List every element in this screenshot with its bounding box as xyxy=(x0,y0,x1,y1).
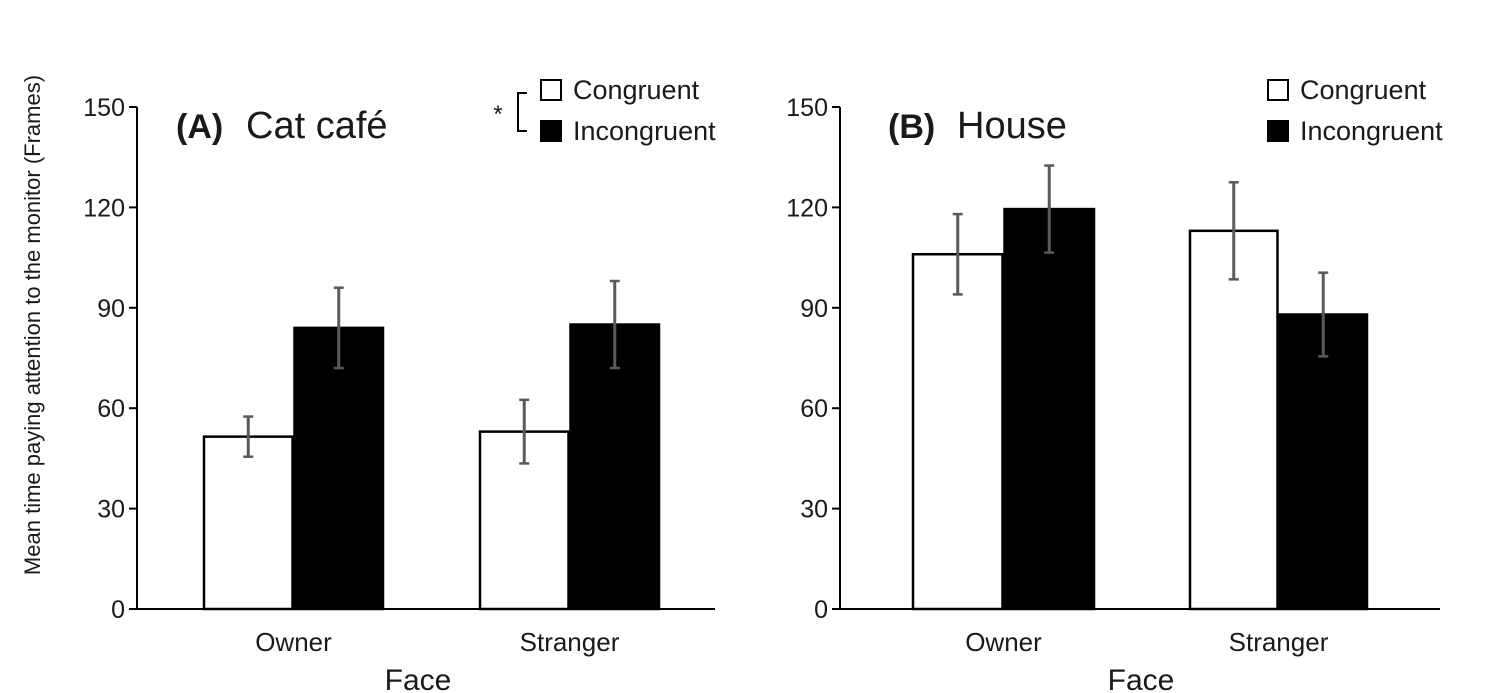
y-tick-label: 60 xyxy=(800,395,828,423)
panel-b-x-axis-label: Face xyxy=(1108,664,1175,693)
bar-congruent-stranger xyxy=(1188,229,1279,611)
panel-b: (B) House Face Congruent Incongruent 0 30… xyxy=(786,75,1443,693)
panel-a-letter: (A) xyxy=(176,108,223,146)
legend-label-incongruent: Incongruent xyxy=(573,116,716,146)
significance-bracket xyxy=(517,92,527,132)
legend-swatch-congruent xyxy=(540,79,562,101)
x-category-label-stranger: Stranger xyxy=(1229,627,1329,657)
significance-star: * xyxy=(493,101,502,128)
legend-swatch-congruent xyxy=(1267,79,1289,101)
panel-a: (A) Cat café Face * Congruent Incongruen… xyxy=(83,75,716,693)
y-tick-label: 60 xyxy=(97,395,125,423)
legend-label-congruent: Congruent xyxy=(1300,75,1427,105)
y-tick-label: 0 xyxy=(814,596,828,624)
y-axis-label: Mean time paying attention to the monito… xyxy=(20,75,45,575)
panel-a-legend: Congruent Incongruent xyxy=(540,75,716,146)
y-tick-label: 30 xyxy=(800,496,828,524)
panel-a-x-axis-label: Face xyxy=(385,664,452,693)
bar-incongruent-owner xyxy=(1003,207,1096,611)
bar-congruent-owner xyxy=(202,435,294,611)
panel-b-title: House xyxy=(957,105,1067,147)
y-tick-label: 90 xyxy=(800,295,828,323)
y-tick-label: 30 xyxy=(97,496,125,524)
y-tick-label: 150 xyxy=(83,94,125,122)
legend-swatch-incongruent xyxy=(1267,120,1289,142)
x-category-label-stranger: Stranger xyxy=(520,627,620,657)
panel-a-title: Cat café xyxy=(246,105,388,147)
legend-swatch-incongruent xyxy=(540,120,562,142)
bar-incongruent-stranger xyxy=(569,323,661,611)
y-tick-label: 120 xyxy=(786,194,828,222)
bar-incongruent-stranger xyxy=(1278,313,1369,611)
x-category-label-owner: Owner xyxy=(255,627,332,657)
y-tick-label: 120 xyxy=(83,194,125,222)
legend-label-incongruent: Incongruent xyxy=(1300,116,1443,146)
x-category-label-owner: Owner xyxy=(965,627,1042,657)
bar-congruent-owner xyxy=(911,253,1004,611)
bar-incongruent-owner xyxy=(293,326,385,611)
legend-label-congruent: Congruent xyxy=(573,75,700,105)
panel-b-legend: Congruent Incongruent xyxy=(1267,75,1443,146)
y-tick-label: 0 xyxy=(111,596,125,624)
y-tick-label: 150 xyxy=(786,94,828,122)
y-tick-label: 90 xyxy=(97,295,125,323)
panel-b-letter: (B) xyxy=(888,108,935,146)
